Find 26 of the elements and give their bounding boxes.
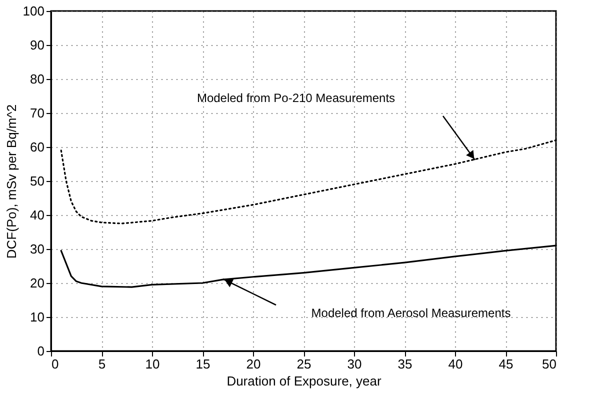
y-tick-label: 40: [30, 208, 44, 222]
x-tick-label: 25: [296, 356, 312, 372]
x-tick-label: 50: [542, 356, 556, 372]
x-tick-label: 30: [347, 356, 362, 372]
x-tick-label: 15: [196, 356, 210, 372]
y-tick-label: 50: [30, 174, 44, 188]
y-tick-label: 70: [30, 106, 44, 120]
x-tick-label: 40: [448, 356, 463, 372]
y-tick-label: 10: [30, 310, 44, 324]
y-tick-label: 0: [37, 344, 44, 358]
x-tick-label: 10: [145, 356, 160, 372]
y-tick-label: 20: [30, 276, 44, 290]
y-tick-label: 30: [30, 242, 44, 256]
y-tick-label: 100: [22, 4, 44, 18]
y-tick-label: 80: [30, 72, 44, 86]
annotation: Modeled from Po-210 Measurements: [196, 91, 396, 105]
y-tick-label: 60: [30, 140, 44, 154]
x-tick-label: 35: [398, 356, 412, 372]
x-tick-label: 0: [52, 356, 59, 372]
y-tick-label: 90: [30, 38, 44, 52]
x-tick-label: 45: [498, 356, 514, 372]
x-tick-label: 5: [98, 356, 106, 372]
x-axis-title: Duration of Exposure, year: [226, 374, 382, 388]
y-axis-title: DCF(Po), mSv per Bq/m^2: [4, 104, 19, 259]
annotation: Modeled from Aerosol Measurements: [311, 306, 511, 320]
x-tick-label: 20: [246, 356, 261, 372]
